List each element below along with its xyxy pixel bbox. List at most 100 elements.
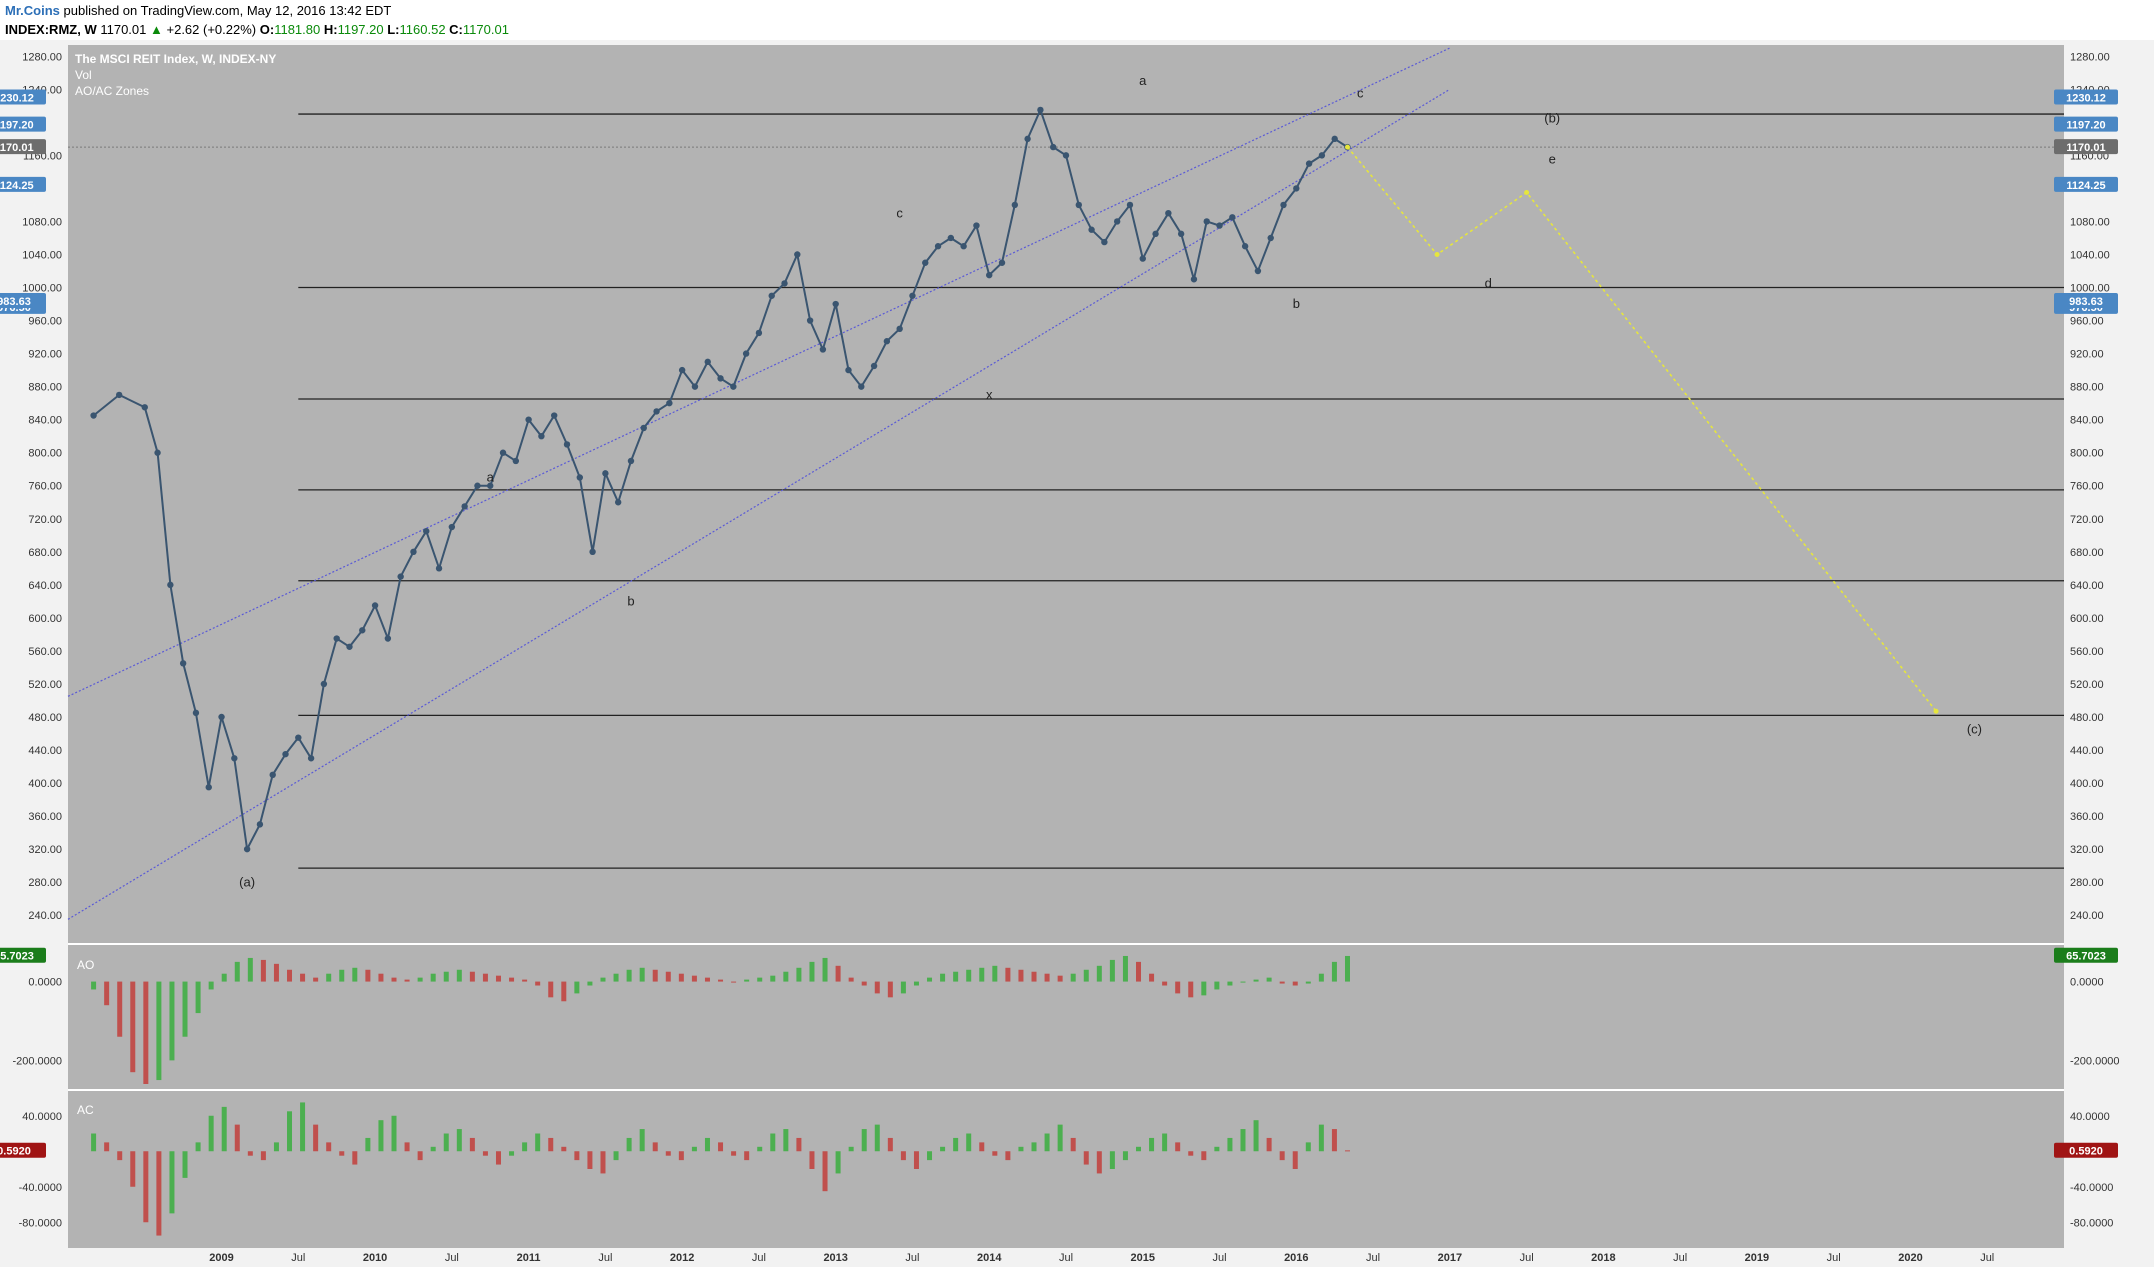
ac-bar: [456, 1129, 462, 1152]
publish-line: Mr.Coins published on TradingView.com, M…: [5, 3, 391, 18]
projection-path[interactable]: [1346, 146, 1937, 712]
ac-bar: [574, 1151, 580, 1161]
y-tick-label: 360.00: [28, 811, 62, 823]
ac-bar: [1227, 1137, 1233, 1152]
ao-bar: [287, 969, 293, 982]
price-tag: [0, 116, 46, 132]
x-axis[interactable]: 2009 Jul 2010 Jul 2011 Jul 2012 Jul 2013 Jul 2014 J…: [209, 1252, 1994, 1264]
y-tick-label: 680.00: [2070, 547, 2104, 559]
price-tag: [2054, 139, 2118, 155]
y-tick-label: 360.00: [2070, 811, 2104, 823]
plot-area[interactable]: [68, 45, 2064, 1248]
y-tick-label: 1080.00: [22, 216, 62, 228]
chart-canvas[interactable]: (a) a b c x a b c (b) d e (c) 240.00 240.00 280.00 280.…: [0, 40, 2154, 1267]
wave-label: (c): [1967, 722, 1982, 737]
ao-bar: [417, 977, 423, 982]
price-point: [282, 750, 289, 758]
price-point: [704, 358, 711, 366]
y-tick-label: 800.00: [2070, 448, 2104, 460]
ac-bar: [1044, 1133, 1050, 1152]
ao-bar: [535, 981, 541, 986]
price-point: [858, 383, 865, 390]
ao-bar: [626, 969, 632, 982]
ac-bar: [1070, 1137, 1076, 1152]
price-point: [1241, 243, 1249, 250]
ao-bar: [613, 973, 619, 982]
price-point: [922, 259, 929, 266]
price-point: [563, 441, 571, 448]
ac-bar: [535, 1133, 541, 1152]
ao-bar: [1279, 981, 1285, 984]
ac-bar: [927, 1151, 933, 1161]
ac-bar: [169, 1151, 175, 1214]
ao-bar: [744, 979, 750, 982]
ao-bar: [91, 981, 97, 990]
price-point: [781, 280, 788, 287]
ao-value-label: 65.7023: [2066, 951, 2106, 963]
ao-bar: [561, 981, 567, 1002]
ac-bar: [143, 1151, 149, 1223]
price-point: [1177, 230, 1185, 238]
ao-bar: [430, 973, 436, 982]
low-value: 1160.52: [399, 22, 446, 37]
price-point: [768, 292, 775, 299]
ac-bar: [966, 1133, 972, 1152]
ac-bar: [887, 1137, 893, 1152]
ac-bar: [639, 1129, 645, 1152]
price-point: [1203, 218, 1210, 225]
ac-bar: [678, 1151, 684, 1161]
y-tick-label: 400.00: [28, 778, 62, 790]
ac-bar: [796, 1137, 802, 1152]
price-point: [154, 449, 161, 456]
price-point: [1101, 238, 1108, 246]
y-tick-label: 280.00: [2070, 877, 2104, 889]
ac-bar: [900, 1151, 906, 1161]
ao-bar: [757, 977, 763, 982]
price-point: [115, 391, 123, 399]
ac-bar: [1031, 1142, 1037, 1152]
price-point: [423, 527, 430, 535]
price-point: [755, 329, 763, 337]
ao-bar: [1253, 979, 1259, 982]
price-point: [359, 627, 366, 634]
y-tick-label: 520.00: [2070, 679, 2104, 691]
y-tick-label: 920.00: [2070, 349, 2104, 361]
ac-bar: [1149, 1137, 1155, 1152]
ac-bar: [809, 1151, 815, 1169]
price-tag-label: 1124.25: [0, 180, 34, 192]
chart-header: Mr.Coins published on TradingView.com, M…: [0, 0, 2154, 40]
price-point: [653, 408, 660, 415]
ao-bar: [469, 971, 475, 982]
price-point: [717, 375, 724, 382]
ao-bar: [143, 981, 149, 1084]
high-value: 1197.20: [337, 22, 384, 37]
price-point: [1190, 276, 1198, 283]
ao-bar: [352, 967, 358, 982]
ac-bar: [1240, 1129, 1246, 1152]
ao-bar: [966, 969, 972, 982]
high-label: H:: [323, 22, 338, 37]
y-tick-label: 240.00: [2070, 910, 2104, 922]
price-point: [435, 565, 443, 572]
ac-bar: [182, 1151, 188, 1178]
price-point: [1318, 152, 1326, 159]
ac-bar: [365, 1137, 371, 1152]
ao-bar: [195, 981, 201, 1014]
price-point: [269, 771, 276, 779]
ac-bar: [626, 1137, 632, 1152]
ao-bar: [861, 981, 867, 986]
projection-point: [1434, 251, 1440, 257]
price-point: [730, 383, 737, 390]
price-point: [1229, 214, 1236, 221]
ac-bar: [548, 1137, 554, 1152]
price-point: [806, 317, 814, 324]
ac-bar: [522, 1142, 528, 1152]
price-point: [551, 412, 558, 419]
trend-channel-line[interactable]: [67, 88, 1451, 920]
ao-bar: [927, 977, 933, 982]
price-point: [934, 243, 942, 250]
y-tick-label: 520.00: [28, 679, 62, 691]
author-link[interactable]: Mr.Coins: [5, 3, 60, 18]
ao-bar: [940, 973, 946, 982]
ac-bar: [652, 1142, 658, 1152]
